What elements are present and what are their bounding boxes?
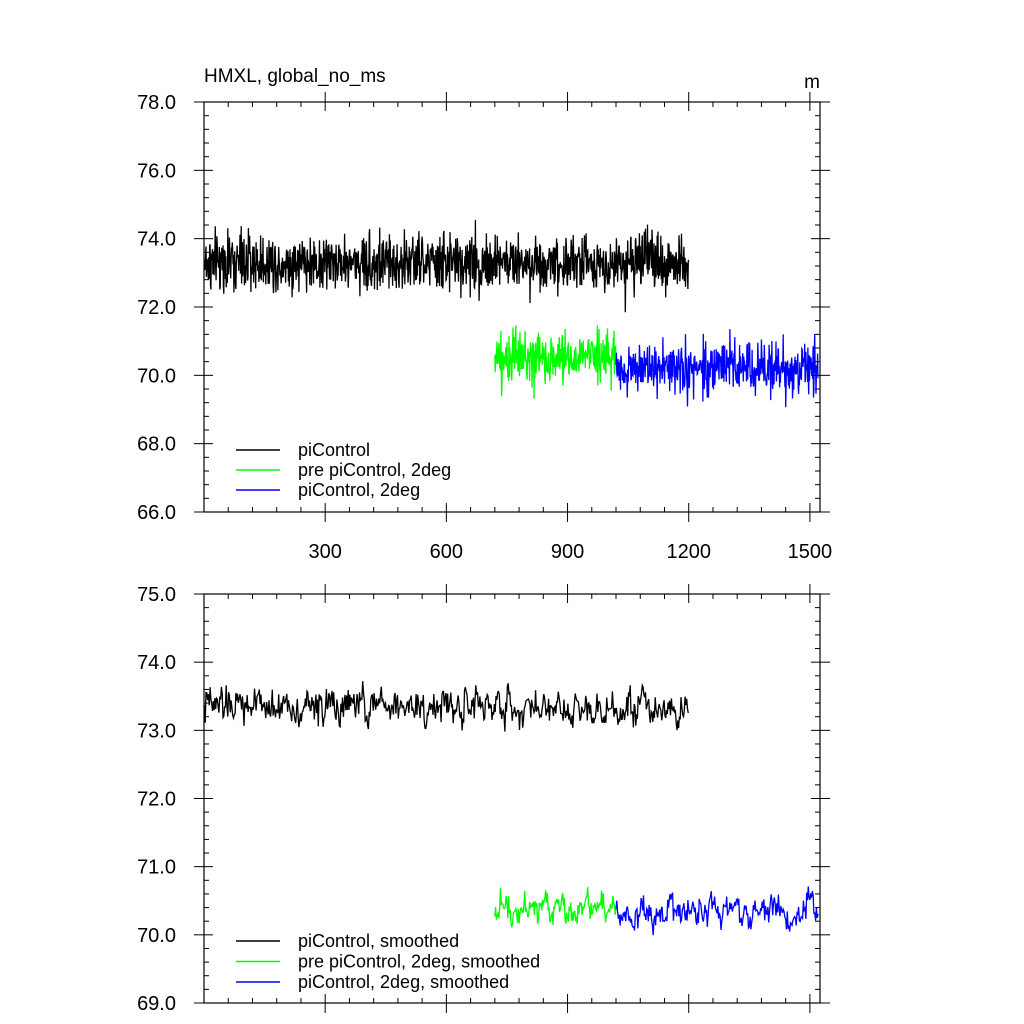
y-tick-label: 69.0 [137, 993, 176, 1015]
y-tick-label: 74.0 [137, 229, 176, 251]
top-panel: 300 600 900 1200 1500 66.0 68.0 70.0 72.0 74.0 76.… [137, 66, 832, 563]
legend-label-2: piControl, 2deg, smoothed [298, 972, 509, 992]
x-tick-label: 1500 [788, 541, 833, 563]
y-tick-label: 70.0 [137, 925, 176, 947]
x-tick-label: 900 [551, 541, 584, 563]
units-label: m [804, 72, 820, 93]
chart-title: HMXL, global_no_ms [204, 66, 386, 87]
series-line-2 [615, 329, 819, 408]
y-tick-label: 72.0 [137, 789, 176, 811]
y-tick-label: 74.0 [137, 652, 176, 674]
y-tick-label: 72.0 [137, 297, 176, 319]
bottom-panel: 69.0 70.0 71.0 72.0 73.0 74.0 75.0 piControl, s… [137, 584, 830, 1015]
y-tick-label: 73.0 [137, 720, 176, 742]
series-line-1 [494, 887, 617, 928]
y-tick-label: 66.0 [137, 502, 176, 524]
legend-label-0: piControl, smoothed [298, 931, 459, 951]
y-tick-label: 76.0 [137, 160, 176, 182]
x-tick-label: 1200 [666, 541, 711, 563]
y-tick-label: 68.0 [137, 434, 176, 456]
x-tick-label: 300 [308, 541, 341, 563]
y-tick-label: 75.0 [137, 584, 176, 606]
legend-label-1: pre piControl, 2deg, smoothed [298, 952, 540, 972]
plot-frame [203, 101, 821, 513]
y-tick-label: 78.0 [137, 92, 176, 114]
y-tick-label: 71.0 [137, 857, 176, 879]
plot-frame [203, 593, 821, 1004]
series-line-1 [494, 325, 617, 399]
legend-label-0: piControl [298, 440, 370, 460]
series-line-0 [204, 681, 689, 732]
legend-label-1: pre piControl, 2deg [298, 460, 451, 480]
series-line-2 [615, 886, 819, 936]
series-line-0 [204, 219, 690, 313]
y-tick-label: 70.0 [137, 365, 176, 387]
x-tick-label: 600 [430, 541, 463, 563]
legend-label-2: piControl, 2deg [298, 480, 420, 500]
